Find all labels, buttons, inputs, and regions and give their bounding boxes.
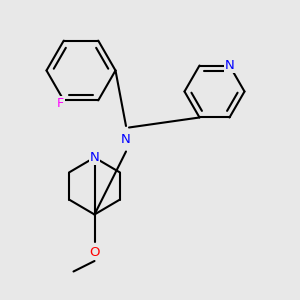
Text: N: N <box>225 59 234 72</box>
Text: O: O <box>89 245 100 259</box>
Text: N: N <box>121 133 131 146</box>
Text: F: F <box>57 97 64 110</box>
Text: N: N <box>90 151 99 164</box>
